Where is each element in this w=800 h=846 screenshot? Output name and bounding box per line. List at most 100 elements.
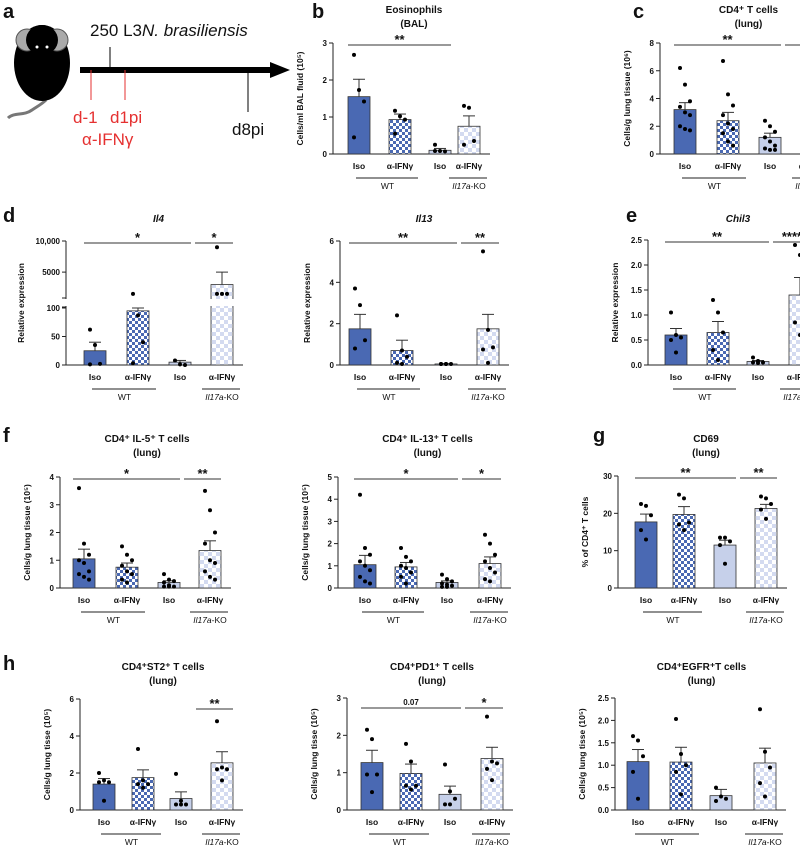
y-axis-label: % of CD4⁺ T cells (580, 496, 590, 567)
panel-letter-g: g (593, 425, 605, 447)
y-tick-label: 6 (330, 237, 335, 246)
y-tick-label: 0 (608, 584, 613, 593)
group-label-wt: WT (382, 392, 395, 402)
bar (626, 761, 650, 811)
group-label-ko-gene: Il17a (452, 181, 471, 191)
data-point (631, 734, 635, 739)
y-tick-label: 3 (328, 517, 333, 526)
x-category-label: α-IFNγ (130, 817, 157, 827)
data-point (120, 577, 124, 582)
chart-h-10: CD4⁺EGFR⁺T cells (lung) 0.0 0.5 1.0 1.5 2.0 2.5… (577, 662, 786, 846)
data-point (98, 361, 102, 366)
x-category-label: Iso (752, 372, 764, 382)
treatment-label: α-IFNγ (82, 130, 134, 149)
data-point (203, 541, 207, 546)
data-point (485, 766, 489, 771)
data-point (773, 147, 777, 152)
y-tick-label: 2 (330, 320, 335, 329)
y-tick-label: 0 (323, 150, 328, 159)
data-point (208, 558, 212, 563)
data-point (102, 778, 106, 783)
data-point (682, 496, 686, 501)
group-label-ko-gene: Il17a (749, 615, 768, 625)
chart-title: Il13 (416, 214, 433, 225)
data-point (687, 520, 691, 525)
data-point (714, 785, 718, 790)
chart-title: CD4⁺ IL-5⁺ T cells (104, 434, 189, 445)
significance-label: ** (722, 32, 733, 47)
data-point (358, 559, 362, 564)
data-point (678, 65, 682, 70)
data-point (682, 528, 686, 533)
data-point (93, 343, 97, 348)
x-category-label: α-IFNγ (477, 595, 504, 605)
data-point (683, 82, 687, 87)
data-point (491, 345, 495, 350)
chart-title: CD4⁺EGFR⁺T cells (657, 662, 747, 673)
data-point (77, 558, 81, 563)
data-point (711, 348, 715, 352)
group-label-ko-suffix: -KO (492, 615, 508, 625)
group-label-ko-gene: Il17a (205, 392, 224, 402)
chart-b-0: Eosinophils (BAL) 0 1 2 3 Cells/ml BAL fluid (… (295, 5, 490, 191)
data-point (483, 559, 487, 564)
data-point (448, 789, 452, 794)
data-point (102, 798, 106, 803)
bar (438, 793, 462, 811)
data-point (363, 338, 367, 343)
axis-break (60, 299, 243, 306)
data-point (445, 584, 449, 589)
data-point (639, 502, 643, 506)
data-point (125, 569, 129, 574)
panel-letter-d: d (3, 205, 15, 227)
group-label-ko: Il17a-KO (193, 615, 227, 625)
infection-species: N. brasiliensis (142, 21, 248, 40)
panel-letter-e: e (626, 205, 637, 227)
data-point (220, 291, 224, 296)
data-point (173, 358, 177, 363)
data-point (405, 354, 409, 359)
data-point (136, 746, 140, 751)
x-category-label: Iso (78, 595, 90, 605)
group-label-ko-suffix: -KO (494, 837, 510, 846)
y-tick-label: 1.0 (598, 761, 610, 770)
day1-label: d1pi (110, 108, 142, 127)
x-category-label: Iso (715, 817, 727, 827)
significance-label: ** (475, 230, 486, 245)
data-point (353, 286, 357, 291)
y-tick-label: 5000 (42, 268, 60, 277)
chart-title: (lung) (735, 19, 763, 30)
bar (347, 96, 371, 155)
x-category-label: Iso (366, 817, 378, 827)
data-point (678, 124, 682, 129)
data-point (726, 92, 730, 97)
significance-label: ** (394, 32, 405, 47)
bar (634, 521, 658, 589)
group-label-ko: Il17a-KO (748, 837, 782, 846)
day8-label: d8pi (232, 120, 264, 139)
data-point (136, 313, 140, 318)
data-point (208, 574, 212, 579)
y-tick-label: 10,000 (36, 237, 61, 246)
data-point (793, 243, 797, 247)
bar (198, 550, 222, 589)
data-point (763, 794, 767, 799)
data-point (756, 361, 760, 365)
data-point (395, 360, 399, 365)
chart-h-8: CD4⁺ST2⁺ T cells (lung) 0 2 4 6 Cells/g lung t… (42, 662, 243, 846)
group-label-ko-suffix: -KO (490, 392, 506, 402)
group-label-ko: Il17a-KO (475, 837, 509, 846)
data-point (483, 532, 487, 537)
data-point (179, 798, 183, 803)
y-axis-label: Cells/g lung tisse (10⁵) (42, 709, 52, 801)
chart-f-6: CD4⁺ IL-13⁺ T cells (lung) 0 1 2 3 4 5 Cells/g l… (300, 434, 511, 625)
data-point (773, 143, 777, 148)
data-point (167, 584, 171, 589)
data-point (759, 507, 763, 512)
data-point (718, 543, 722, 548)
chart-d-3: Il13 0 2 4 6 Relative expression Iso α-IFNγ Iso α… (302, 214, 509, 402)
data-point (365, 772, 369, 777)
x-category-label: Iso (719, 595, 731, 605)
data-point (444, 361, 448, 366)
x-category-label: Iso (440, 372, 452, 382)
